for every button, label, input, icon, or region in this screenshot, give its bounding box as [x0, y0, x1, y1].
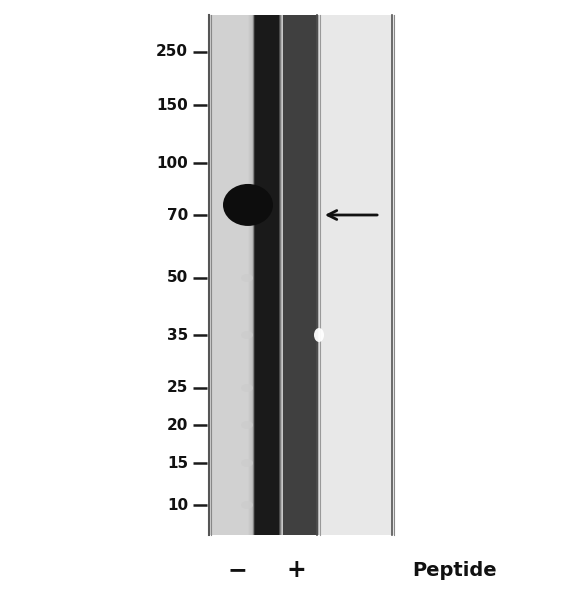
Bar	[278, 15, 280, 535]
Bar	[251, 15, 252, 535]
Ellipse shape	[241, 331, 253, 339]
Bar	[253, 15, 254, 535]
Text: 100: 100	[156, 155, 188, 171]
Bar	[278, 15, 279, 535]
Text: 20: 20	[166, 417, 188, 433]
Text: 150: 150	[156, 97, 188, 113]
Bar	[253, 15, 255, 535]
Ellipse shape	[314, 328, 324, 342]
Bar	[315, 15, 316, 535]
Bar	[248, 15, 249, 535]
Ellipse shape	[223, 184, 273, 226]
Bar	[253, 15, 255, 535]
Bar	[320, 15, 321, 535]
Bar	[252, 15, 253, 535]
Bar	[316, 15, 317, 535]
Ellipse shape	[241, 459, 253, 467]
Bar	[208, 15, 255, 535]
Bar	[255, 15, 278, 535]
Bar	[250, 15, 252, 535]
Bar	[255, 15, 256, 535]
Bar	[254, 15, 256, 535]
Bar	[317, 15, 318, 535]
Bar	[279, 15, 280, 535]
Text: −: −	[227, 558, 247, 582]
Ellipse shape	[225, 201, 247, 219]
Text: 250: 250	[156, 45, 188, 59]
Text: 15: 15	[167, 455, 188, 471]
Ellipse shape	[241, 421, 253, 429]
Text: +: +	[286, 558, 306, 582]
Bar	[252, 15, 253, 535]
Bar	[252, 15, 253, 535]
Ellipse shape	[241, 274, 253, 282]
Bar	[254, 15, 255, 535]
Text: 70: 70	[167, 207, 188, 223]
Bar	[253, 15, 254, 535]
Bar	[316, 15, 317, 535]
Bar	[319, 15, 320, 535]
Bar	[281, 15, 282, 535]
Bar	[278, 15, 315, 535]
Text: 10: 10	[167, 498, 188, 512]
Bar	[249, 15, 251, 535]
Bar	[317, 15, 318, 535]
Bar	[318, 15, 319, 535]
Ellipse shape	[241, 384, 253, 392]
Bar	[280, 15, 281, 535]
Bar	[249, 15, 250, 535]
Bar	[247, 15, 248, 535]
Text: Peptide: Peptide	[413, 561, 497, 580]
Text: 25: 25	[166, 381, 188, 395]
Bar	[315, 15, 395, 535]
Bar	[280, 15, 281, 535]
Text: 35: 35	[167, 327, 188, 343]
Ellipse shape	[241, 501, 253, 509]
Bar	[254, 15, 255, 535]
Text: 50: 50	[167, 271, 188, 286]
Bar	[281, 15, 282, 535]
